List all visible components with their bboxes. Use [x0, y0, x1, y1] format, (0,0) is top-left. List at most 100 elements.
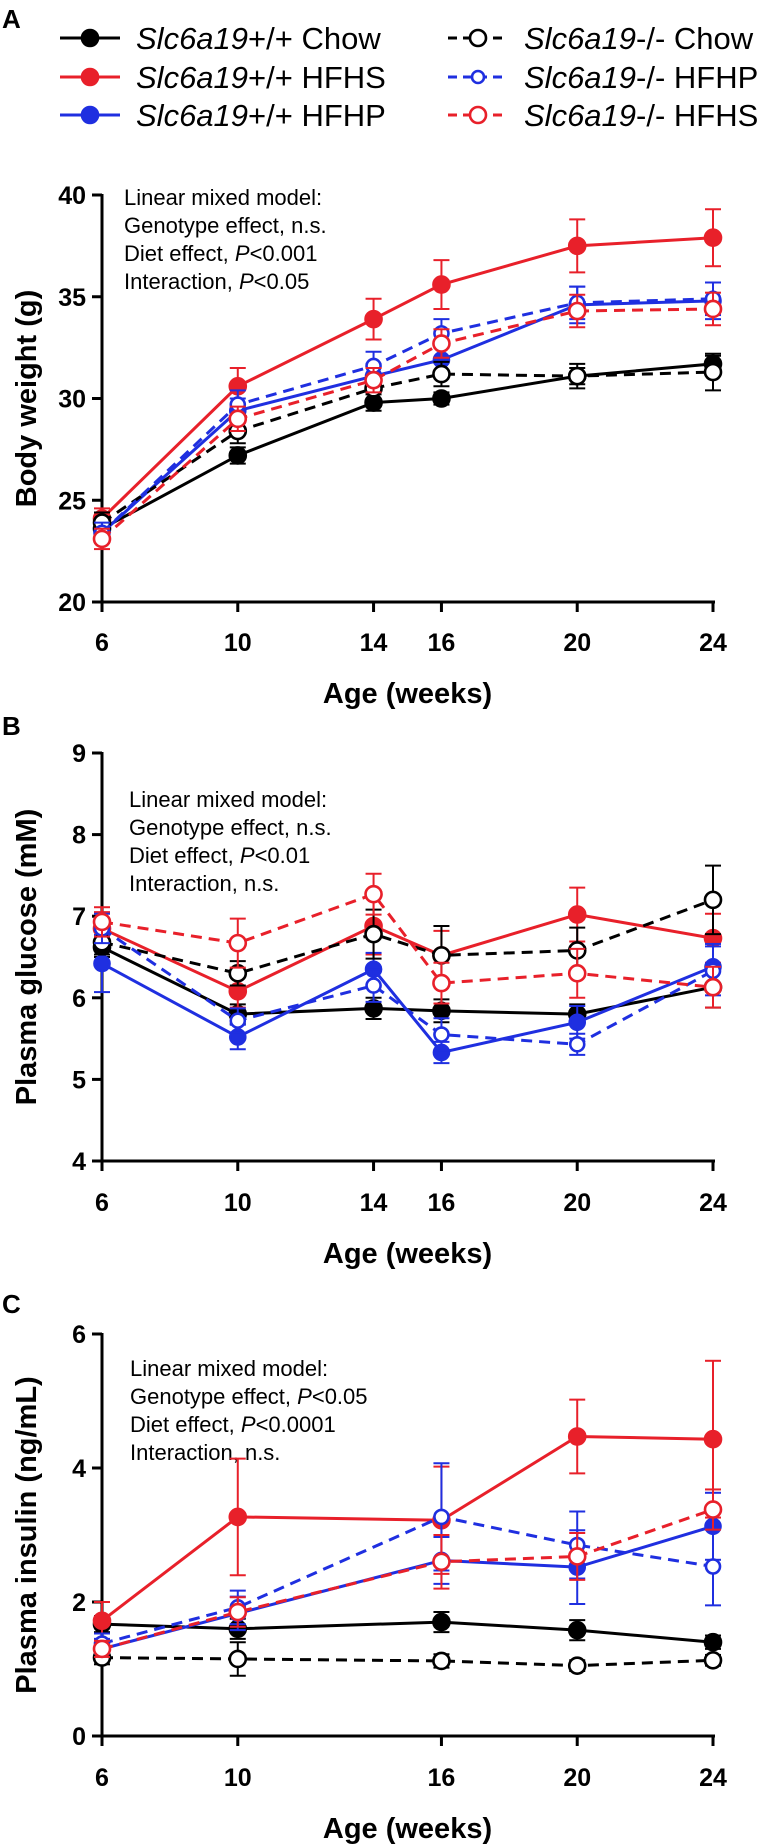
legend-genotype: Slc6a19 [524, 98, 636, 133]
data-point [567, 1620, 587, 1640]
series-line [101, 307, 714, 541]
series-slc6a19wt-hfhp [93, 281, 722, 542]
annotation-text: Interaction, n.s. [129, 871, 279, 896]
legend-item-slc6a19ko-hfhp: Slc6a19-/- HFHP [448, 60, 758, 95]
x-tick-label: 10 [224, 1189, 252, 1217]
annotation-text: Interaction, [124, 269, 239, 294]
y-tick-label: 5 [72, 1066, 86, 1094]
y-tick-label: 8 [72, 822, 86, 850]
data-point [567, 964, 587, 983]
legend-genotype-suffix: +/+ [248, 60, 293, 95]
y-tick-label: 2 [72, 1589, 86, 1617]
annotation-text: Diet effect, [129, 843, 240, 868]
data-point [228, 446, 248, 465]
data-point [364, 370, 383, 390]
data-point [92, 529, 112, 549]
x-tick-label: 16 [428, 629, 456, 657]
legend-label: Slc6a19+/+ HFHP [136, 98, 386, 133]
legend-genotype: Slc6a19 [524, 21, 636, 56]
data-point [567, 366, 587, 386]
y-axis-title: Body weight (g) [11, 290, 43, 507]
data-point [703, 890, 723, 910]
legend-diet: HFHP [665, 60, 758, 95]
annotation-value: <0.0001 [256, 1412, 336, 1437]
annotation-line: Diet effect, P<0.01 [129, 843, 310, 868]
data-point [703, 362, 723, 382]
data-point [364, 924, 383, 944]
legend-label: Slc6a19+/+ Chow [136, 21, 381, 56]
annotation-line: Genotype effect, n.s. [129, 815, 332, 840]
series-slc6a19ko-hfhp [93, 912, 722, 1056]
data-point [567, 236, 587, 256]
x-tick-label: 20 [563, 629, 591, 657]
series-line [101, 962, 714, 1055]
legend-marker [80, 67, 100, 87]
x-tick-label: 6 [95, 629, 109, 657]
annotation-value: <0.001 [250, 241, 318, 266]
data-point [364, 309, 383, 329]
annotation-p-symbol: P [235, 241, 250, 266]
legend-genotype-suffix: +/+ [248, 98, 293, 133]
legend-marker [468, 105, 488, 125]
data-point [703, 228, 723, 248]
series-slc6a19wt-hfhp [93, 933, 722, 1065]
data-point [567, 905, 587, 924]
y-tick-label: 35 [58, 284, 86, 312]
annotation-line: Linear mixed model: [124, 185, 322, 210]
x-axis-title: Age (weeks) [323, 1813, 492, 1845]
data-point [432, 389, 451, 408]
data-point [432, 364, 451, 384]
x-tick-label: 10 [224, 629, 252, 657]
legend-item-slc6a19ko-chow: Slc6a19-/- Chow [448, 21, 754, 56]
data-point [704, 1558, 722, 1575]
annotation-line: Interaction, n.s. [129, 871, 279, 896]
series-slc6a19ko-chow [92, 1641, 723, 1677]
data-point [568, 1036, 586, 1053]
series-slc6a19ko-chow [92, 352, 723, 534]
series-slc6a19ko-hfhp [93, 281, 722, 544]
annotation-line: Interaction, P<0.05 [124, 269, 309, 294]
data-point [432, 973, 451, 993]
series-slc6a19ko-hfhs [92, 872, 723, 1009]
x-tick-label: 6 [95, 1764, 109, 1792]
data-point [92, 1611, 112, 1631]
data-point [229, 1012, 247, 1029]
data-point [432, 1612, 451, 1632]
annotation-text: Linear mixed model: [130, 1356, 328, 1381]
legend-diet: HFHS [665, 98, 758, 133]
legend-item-slc6a19ko-hfhs: Slc6a19-/- HFHS [448, 98, 758, 133]
legend-marker [80, 105, 100, 125]
annotation-line: Genotype effect, P<0.05 [130, 1384, 368, 1409]
stats-annotation: Linear mixed model: Genotype effect, P<0.… [130, 1356, 368, 1465]
annotation-text: Diet effect, [124, 241, 235, 266]
x-tick-label: 24 [699, 1189, 727, 1217]
legend-diet: Chow [293, 21, 381, 56]
legend-genotype-suffix: -/- [636, 21, 665, 56]
annotation-line: Diet effect, P<0.001 [124, 241, 317, 266]
series-slc6a19wt-chow [92, 354, 723, 539]
legend-marker [468, 28, 488, 48]
panel-b: B 4 5 6 7 8 9 6 10 14 16 20 24 Age (weeks) Plasma glu… [2, 711, 727, 1270]
y-tick-label: 9 [72, 740, 86, 768]
y-tick-label: 20 [58, 589, 86, 617]
series-line [101, 362, 714, 531]
data-point [228, 1649, 248, 1669]
series-line [100, 297, 714, 534]
series-line [101, 370, 714, 524]
legend-item-slc6a19wt-hfhp: Slc6a19+/+ HFHP [60, 98, 386, 133]
legend-label: Slc6a19-/- Chow [524, 21, 754, 56]
annotation-line: Linear mixed model: [130, 1356, 328, 1381]
data-point [228, 1602, 248, 1622]
series-slc6a19ko-chow [92, 864, 723, 987]
legend-genotype-suffix: -/- [636, 98, 665, 133]
x-axis-title: Age (weeks) [323, 1238, 492, 1270]
series-slc6a19ko-hfhs [92, 1488, 723, 1659]
series-line [101, 898, 714, 975]
annotation-p-symbol: P [239, 269, 254, 294]
y-tick-label: 25 [58, 487, 86, 515]
data-point [432, 946, 451, 965]
y-tick-label: 4 [72, 1148, 86, 1176]
